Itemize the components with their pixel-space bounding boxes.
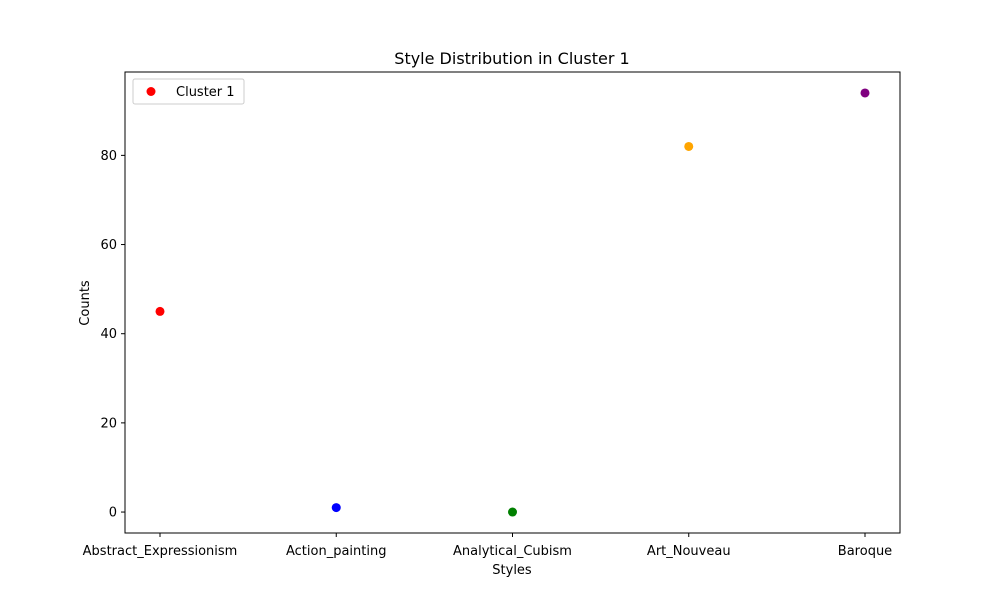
y-tick-label: 20: [100, 416, 117, 431]
x-tick-label: Action_painting: [286, 544, 386, 559]
data-point: [508, 507, 517, 517]
data-point: [331, 503, 341, 513]
y-tick-label: 60: [100, 238, 117, 253]
legend-marker: [146, 87, 156, 96]
data-point: [684, 141, 694, 151]
data-point: [155, 306, 165, 316]
legend: Cluster 1: [132, 78, 245, 105]
y-axis-label: Counts: [78, 280, 93, 326]
x-axis-label: Styles: [492, 563, 532, 578]
y-tick-label: 0: [109, 506, 117, 521]
x-tick-label: Analytical_Cubism: [453, 544, 572, 559]
y-tick-label: 80: [100, 149, 117, 164]
chart-title: Style Distribution in Cluster 1: [394, 49, 629, 68]
x-tick-label: Art_Nouveau: [647, 544, 731, 559]
data-point: [860, 88, 870, 98]
x-axis: Abstract_Expressionism Action_painting Ana…: [83, 533, 892, 559]
y-axis: 0 20 40 60 80: [100, 149, 125, 521]
data-points: [155, 88, 870, 517]
y-tick-label: 40: [100, 327, 117, 342]
x-tick-label: Abstract_Expressionism: [83, 544, 238, 559]
x-tick-label: Baroque: [838, 544, 892, 559]
legend-label: Cluster 1: [176, 85, 235, 100]
legend-box: [132, 78, 245, 105]
